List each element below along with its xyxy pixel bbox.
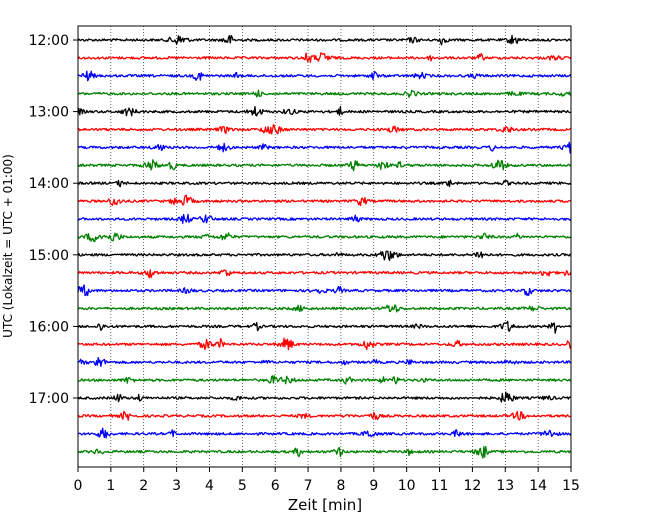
seismic-trace [77,284,572,297]
seismic-trace [77,89,572,98]
y-tick-label: 12:00 [29,33,69,49]
seismic-trace [77,391,572,403]
y-tick-label: 14:00 [29,176,69,192]
seismic-trace [77,179,572,188]
x-tick-label: 11 [431,478,449,494]
seismic-trace [77,337,572,351]
seismic-trace [77,375,572,385]
seismic-trace [77,269,572,279]
x-tick-label: 5 [238,478,247,494]
x-tick-label: 3 [172,478,181,494]
seismic-trace [77,34,572,46]
seismic-trace [77,70,572,82]
x-axis-ticks: 0 1 2 3 4 5 6 7 8 9 10 11 12 13 14 15 [74,467,580,494]
seismic-trace [77,123,572,135]
x-tick-label: 13 [496,478,514,494]
x-tick-label: 15 [562,478,580,494]
x-tick-label: 8 [336,478,345,494]
seismic-trace [77,250,572,261]
seismic-trace [77,356,572,367]
y-tick-label: 17:00 [29,391,69,407]
seismic-trace [77,232,572,243]
x-tick-label: 1 [106,478,115,494]
seismic-trace [77,445,572,459]
seismic-trace [77,52,572,64]
seismic-trace [77,410,572,421]
plot-frame [77,25,572,468]
y-tick-label: 13:00 [29,105,69,121]
seismic-trace [77,194,572,207]
y-axis-label: UTC (Lokalzeit = UTC + 01:00) [1,154,15,338]
x-tick-label: 9 [369,478,378,494]
x-tick-label: 2 [139,478,148,494]
seismic-trace [77,159,572,172]
seismic-trace [77,320,572,334]
x-tick-label: 0 [74,478,83,494]
seismic-trace [77,141,572,154]
x-axis-label: Zeit [min] [288,496,362,514]
seismic-trace [77,213,572,224]
y-tick-label: 15:00 [29,248,69,264]
seismic-trace [77,105,572,117]
y-axis-ticks: 12:00 13:00 14:00 15:00 16:00 17:00 [29,33,78,407]
seismic-trace [77,427,572,439]
x-tick-label: 10 [398,478,416,494]
x-tick-label: 12 [463,478,481,494]
x-tick-label: 7 [304,478,313,494]
x-tick-label: 4 [205,478,214,494]
seismic-traces [77,34,572,459]
x-tick-label: 14 [529,478,547,494]
x-tick-label: 6 [271,478,280,494]
y-tick-label: 16:00 [29,319,69,335]
seismic-trace [77,304,572,313]
